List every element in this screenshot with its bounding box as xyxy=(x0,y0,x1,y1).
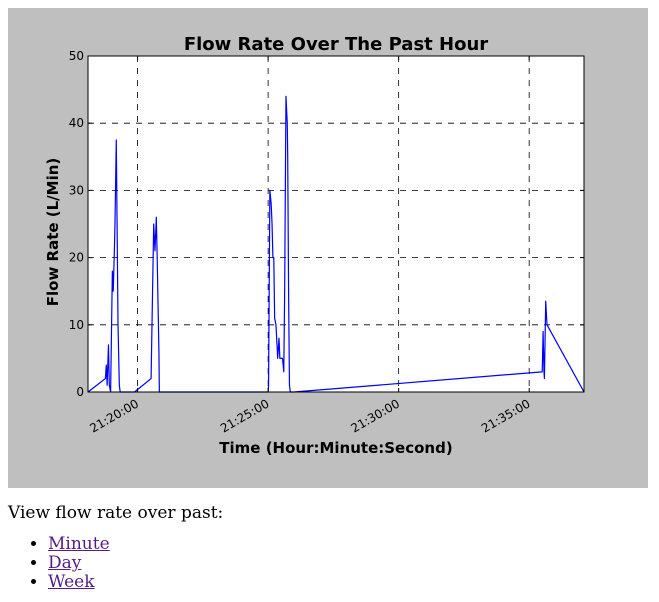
nav-item-day: Day xyxy=(48,554,110,573)
grid-lines xyxy=(88,56,584,392)
y-tick-label-3: 30 xyxy=(69,183,84,197)
day-link[interactable]: Day xyxy=(48,553,82,573)
y-axis-label: Flow Rate (L/Min) xyxy=(44,158,62,307)
y-tick-label-0: 0 xyxy=(76,385,84,399)
nav-item-minute: Minute xyxy=(48,535,110,554)
plot-frame xyxy=(87,55,585,393)
week-link[interactable]: Week xyxy=(48,572,95,592)
flow-rate-chart: Flow Rate Over The Past Hour 0 10 20 30 40 50… xyxy=(44,34,585,457)
plot-area xyxy=(88,56,584,392)
y-tick-label-2: 20 xyxy=(69,251,84,265)
minute-link[interactable]: Minute xyxy=(48,534,110,554)
chart-panel: Flow Rate Over The Past Hour 0 10 20 30 40 50… xyxy=(8,8,648,488)
x-tick-label-2: 21:30:00 xyxy=(348,396,402,435)
x-axis-label: Time (Hour:Minute:Second) xyxy=(219,439,452,457)
x-tick-label-3: 21:35:00 xyxy=(479,396,533,435)
nav-prompt: View flow rate over past: xyxy=(8,503,224,523)
y-tick-label-5: 50 xyxy=(69,49,84,63)
y-tick-label-1: 10 xyxy=(69,318,84,332)
x-tick-label-0: 21:20:00 xyxy=(87,396,141,435)
nav-link-list: Minute Day Week xyxy=(0,535,110,592)
nav-item-week: Week xyxy=(48,573,110,592)
y-tick-label-4: 40 xyxy=(69,116,84,130)
chart-title: Flow Rate Over The Past Hour xyxy=(184,34,488,55)
x-tick-label-1: 21:25:00 xyxy=(218,396,272,435)
